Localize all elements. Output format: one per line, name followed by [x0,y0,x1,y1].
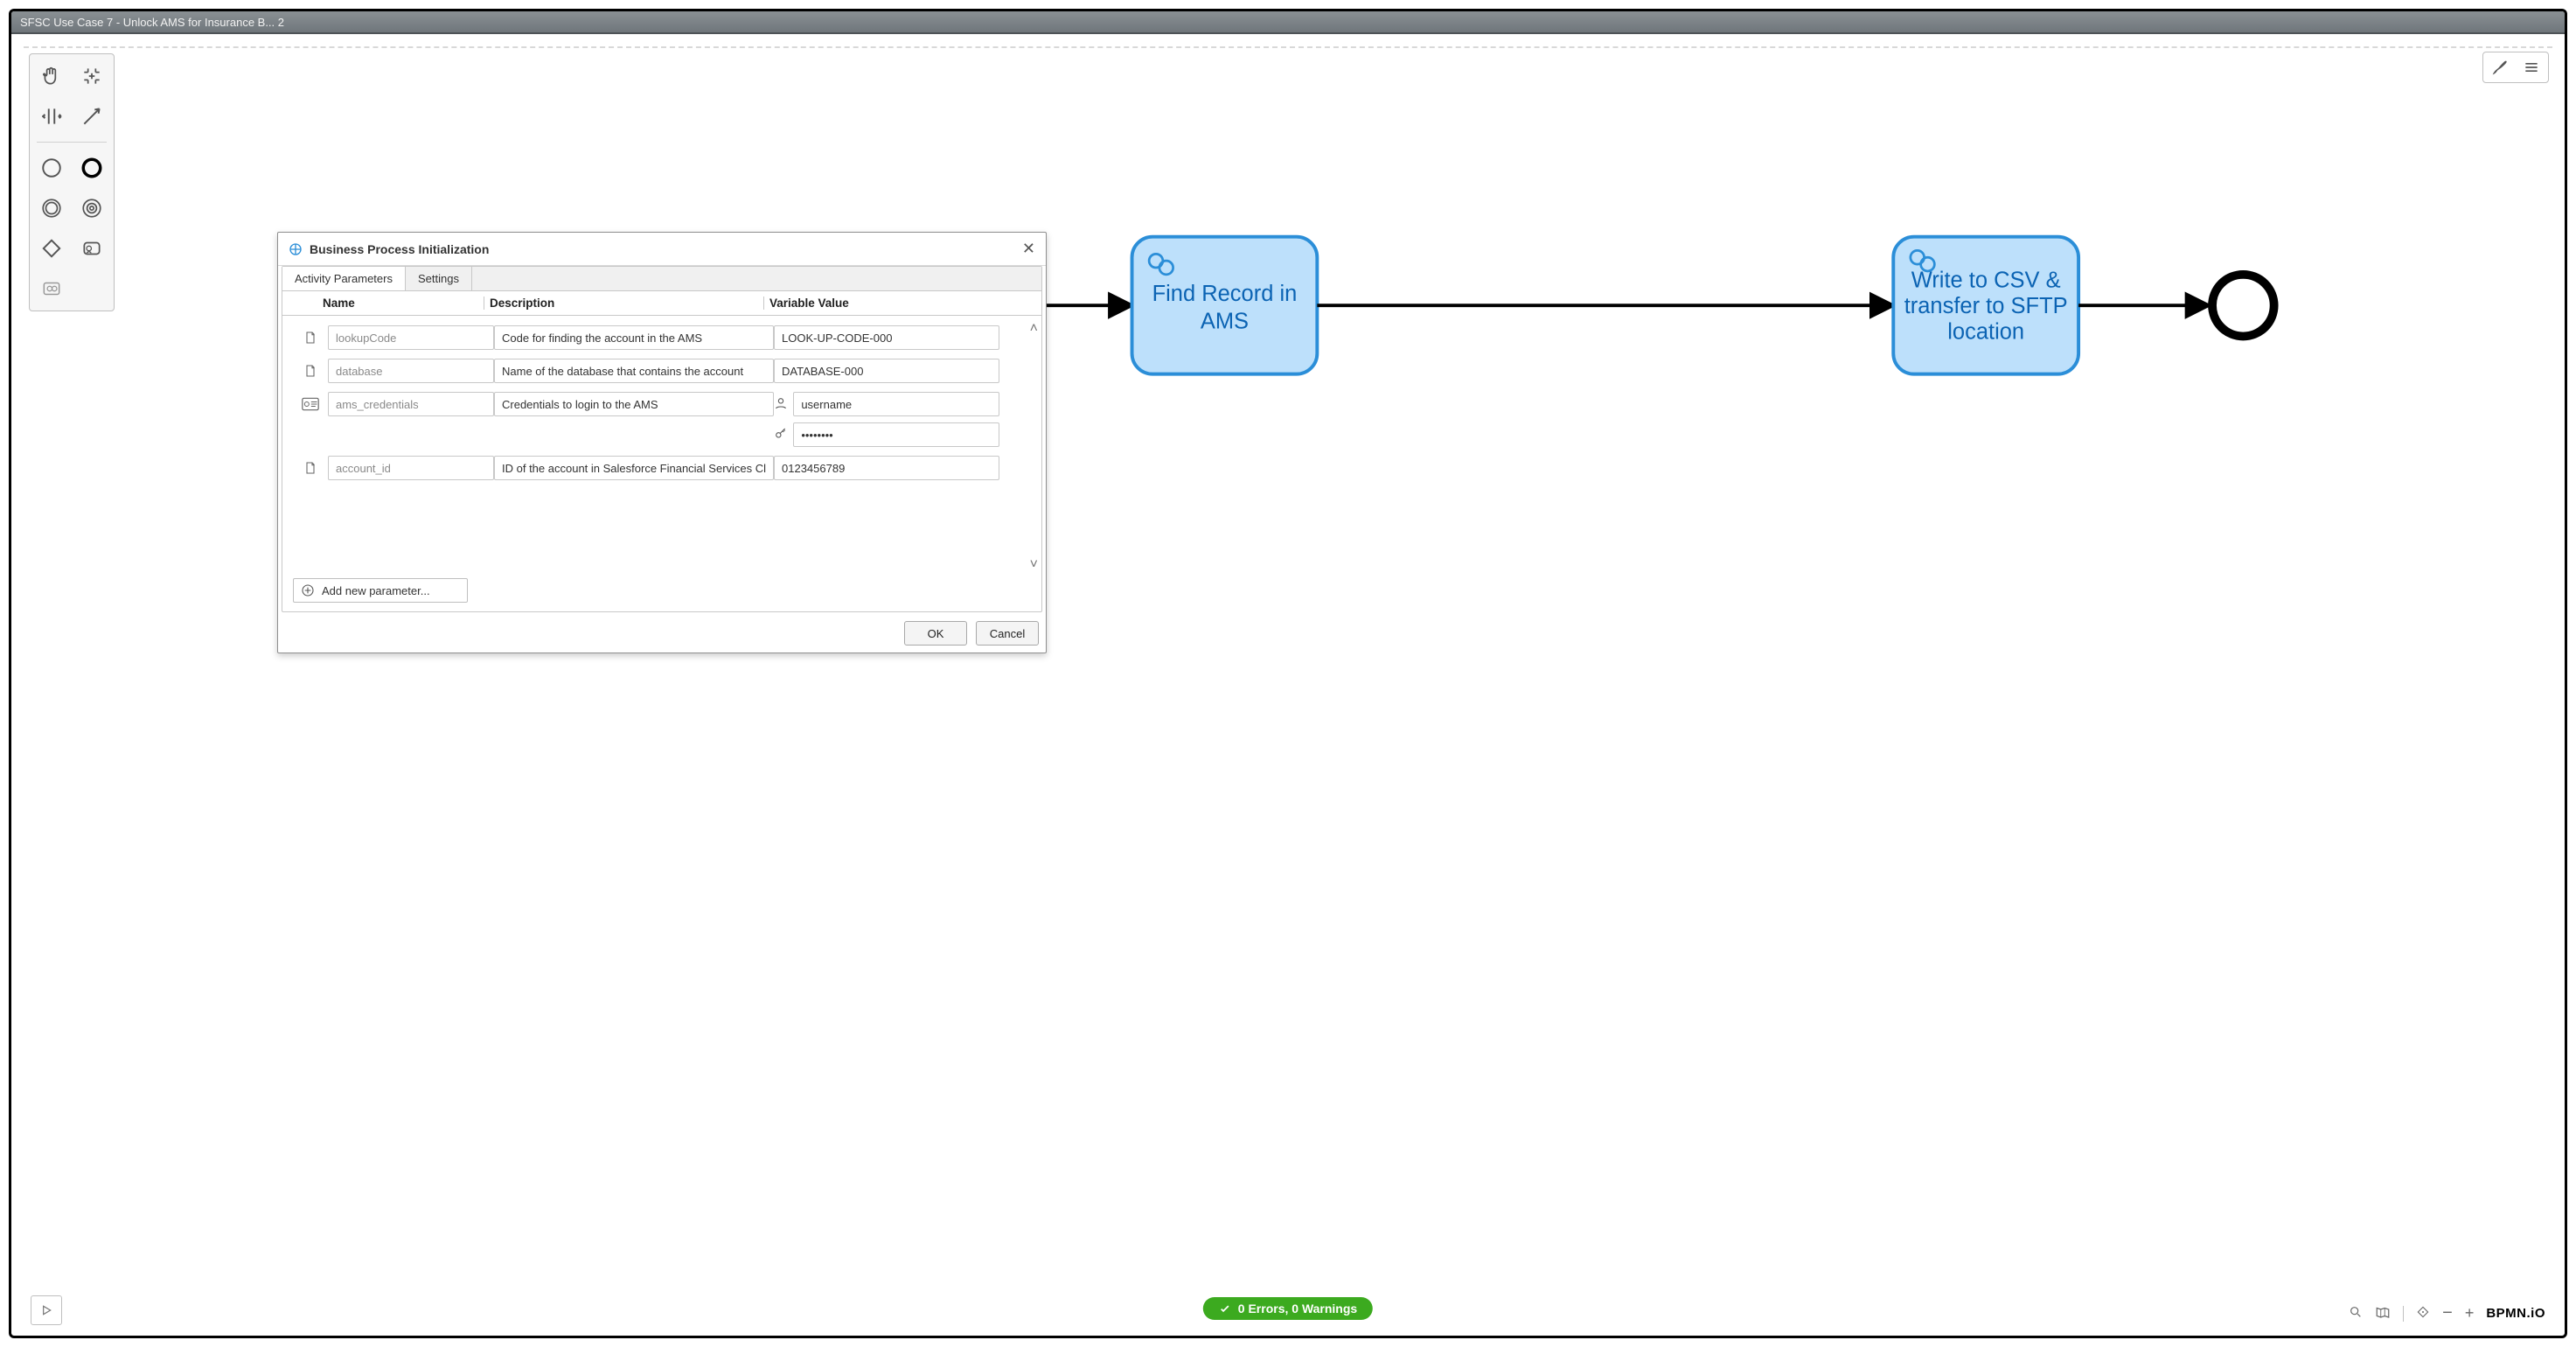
ok-button[interactable]: OK [904,621,967,646]
end-event[interactable] [2212,275,2274,337]
add-parameter-button[interactable]: Add new parameter... [293,578,468,603]
tool-palette [29,53,115,311]
tab-activity-parameters[interactable]: Activity Parameters [282,267,406,290]
task-label-3a: Write to CSV & [1911,268,2061,292]
params-header: Name Description Variable Value [282,291,1041,316]
param-password-input[interactable] [793,422,999,447]
task-label-2a: Find Record in [1152,282,1298,306]
param-row-password [293,421,1031,451]
zoom-out-icon[interactable]: − [2442,1303,2453,1323]
dialog-tabs: Activity Parameters Settings [282,267,1041,291]
close-icon[interactable]: ✕ [1022,240,1035,258]
params-body: ˄ [282,316,1041,578]
user-icon [774,396,788,413]
key-icon [774,427,788,443]
gateway-tool[interactable] [37,234,66,263]
cancel-button[interactable]: Cancel [976,621,1039,646]
task-label-2b: AMS [1201,310,1249,334]
param-username-input[interactable] [793,392,999,416]
end-event-tool[interactable] [77,153,107,183]
dialog-body: Activity Parameters Settings Name Descri… [282,266,1042,612]
dialog-title: Business Process Initialization [310,242,489,256]
task-write-csv[interactable] [1893,237,2078,374]
zoom-in-icon[interactable]: + [2465,1304,2475,1323]
brush-icon[interactable] [2489,56,2511,79]
param-name-input[interactable] [328,359,494,383]
credential-icon [293,397,328,411]
intermediate-event-tool[interactable] [37,193,66,223]
brand-logo: BPMN.iO [2486,1306,2545,1321]
plus-circle-icon [301,583,315,597]
tab-settings[interactable]: Settings [406,267,472,290]
param-desc-input[interactable] [494,325,774,350]
param-name-input[interactable] [328,392,494,416]
param-row-credentials [293,387,1031,421]
col-name: Name [317,297,484,310]
bottom-right-tools: − + BPMN.iO [2349,1303,2545,1323]
param-row [293,321,1031,354]
param-value-input[interactable] [774,359,999,383]
param-value-input[interactable] [774,325,999,350]
fit-icon[interactable] [2416,1305,2430,1322]
init-dialog: Business Process Initialization ✕ Activi… [277,232,1047,653]
app-frame: SFSC Use Case 7 - Unlock AMS for Insuran… [9,9,2567,1338]
intermediate-event-tool-2[interactable] [77,193,107,223]
check-icon [1219,1302,1231,1315]
doc-icon [293,330,328,345]
col-val: Variable Value [763,297,1015,310]
settings-tool[interactable] [37,274,66,304]
dialog-icon [289,242,303,256]
canvas-top-right-toolbar [2482,52,2549,83]
dialog-footer: OK Cancel [278,612,1046,653]
workspace: Login to AMS Find Record in AMS Write to… [24,46,2552,1283]
doc-icon [293,363,328,379]
palette-divider [37,142,107,143]
param-desc-input[interactable] [494,456,774,480]
task-label-3c: location [1947,319,2024,344]
lasso-tool[interactable] [77,61,107,91]
space-tool[interactable] [37,101,66,131]
play-button[interactable] [31,1295,62,1325]
bottom-bar: 0 Errors, 0 Warnings − + BPMN.iO [11,1283,2565,1336]
param-desc-input[interactable] [494,392,774,416]
doc-icon [293,460,328,476]
separator [2403,1306,2404,1322]
window-titlebar: SFSC Use Case 7 - Unlock AMS for Insuran… [11,11,2565,34]
scroll-up-icon[interactable]: ˄ [1030,321,1038,337]
hamburger-menu-icon[interactable] [2520,56,2543,79]
connect-tool[interactable] [77,101,107,131]
param-name-input[interactable] [328,325,494,350]
col-desc: Description [484,297,763,310]
param-value-input[interactable] [774,456,999,480]
hand-tool[interactable] [37,61,66,91]
param-name-input[interactable] [328,456,494,480]
status-pill[interactable]: 0 Errors, 0 Warnings [1203,1297,1373,1320]
scroll-down-icon[interactable]: ˅ [1030,557,1038,573]
search-icon[interactable] [2349,1305,2363,1322]
start-event-tool[interactable] [37,153,66,183]
add-parameter-label: Add new parameter... [322,584,430,597]
task-tool[interactable] [77,234,107,263]
dialog-titlebar: Business Process Initialization ✕ [278,233,1046,266]
status-text: 0 Errors, 0 Warnings [1238,1302,1357,1316]
param-desc-input[interactable] [494,359,774,383]
param-row [293,451,1031,485]
window-title: SFSC Use Case 7 - Unlock AMS for Insuran… [20,16,284,29]
task-label-3b: transfer to SFTP [1904,294,2068,318]
minimap-icon[interactable] [2375,1305,2391,1322]
param-row [293,354,1031,387]
task-find-record[interactable] [1132,237,1318,374]
